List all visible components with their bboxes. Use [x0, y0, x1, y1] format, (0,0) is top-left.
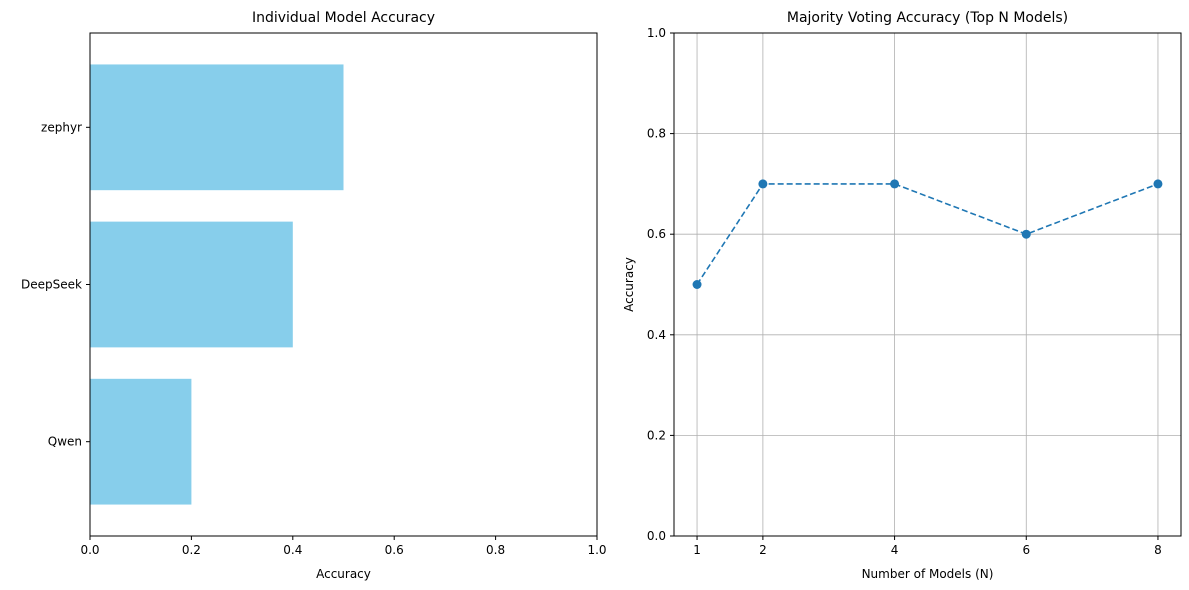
bar-chart-x-tick-label: 1.0 [587, 543, 606, 557]
line-chart-y-tick-label: 0.0 [647, 529, 666, 543]
bar-chart-x-tick-label: 0.6 [385, 543, 404, 557]
line-chart-data-point [890, 179, 900, 189]
line-chart-frame [673, 32, 1182, 537]
line-chart: Majority Voting Accuracy (Top N Models) … [622, 10, 1182, 581]
line-chart-y-tick-label: 0.8 [647, 127, 666, 141]
bar-chart-x-tick-label: 0.8 [486, 543, 505, 557]
bar-chart-title: Individual Model Accuracy [252, 10, 435, 26]
line-chart-x-ticks: 1 2 4 6 8 [693, 536, 1162, 557]
line-chart-y-ticks: 0.0 0.2 0.4 0.6 0.8 1.0 [647, 26, 674, 543]
bar-chart-x-tick-label: 0.0 [80, 543, 99, 557]
line-chart-data-point [758, 179, 768, 189]
bar-chart-y-tick-label: Qwen [48, 435, 82, 449]
line-chart-y-tick-label: 0.6 [647, 227, 666, 241]
line-chart-x-axis-label: Number of Models (N) [862, 567, 994, 581]
line-chart-data-point [1153, 179, 1163, 189]
line-chart-y-tick-label: 1.0 [647, 26, 666, 40]
line-chart-y-tick-label: 0.2 [647, 428, 666, 442]
bar-chart-x-tick-label: 0.2 [182, 543, 201, 557]
line-chart-x-tick-label: 1 [693, 543, 701, 557]
line-chart-data-point [692, 280, 702, 289]
bar-chart-x-axis-label: Accuracy [316, 567, 371, 581]
bar-qwen [90, 378, 192, 505]
line-chart-x-tick-label: 6 [1022, 543, 1030, 557]
bar-chart-x-tick-label: 0.4 [283, 543, 302, 557]
bar-chart-y-tick-label: DeepSeek [21, 278, 82, 292]
line-chart-x-tick-label: 4 [891, 543, 899, 557]
line-chart-x-tick-label: 2 [759, 543, 767, 557]
line-chart-series [692, 179, 1163, 289]
line-chart-title: Majority Voting Accuracy (Top N Models) [787, 10, 1068, 26]
bar-zephyr [90, 64, 344, 191]
bar-chart-bars [90, 64, 344, 505]
line-chart-y-axis-label: Accuracy [622, 257, 636, 312]
line-chart-x-tick-label: 8 [1154, 543, 1162, 557]
line-chart-data-point [1021, 229, 1031, 239]
bar-chart-y-tick-label: zephyr [41, 120, 82, 134]
bar-deepseek [90, 221, 293, 348]
bar-chart-y-ticks: Qwen DeepSeek zephyr [21, 120, 90, 449]
bar-chart-x-ticks: 0.0 0.2 0.4 0.6 0.8 1.0 [80, 536, 607, 557]
bar-chart: Individual Model Accuracy 0.0 0.2 0.4 0.6 0.… [21, 10, 607, 581]
line-chart-y-tick-label: 0.4 [647, 328, 666, 342]
